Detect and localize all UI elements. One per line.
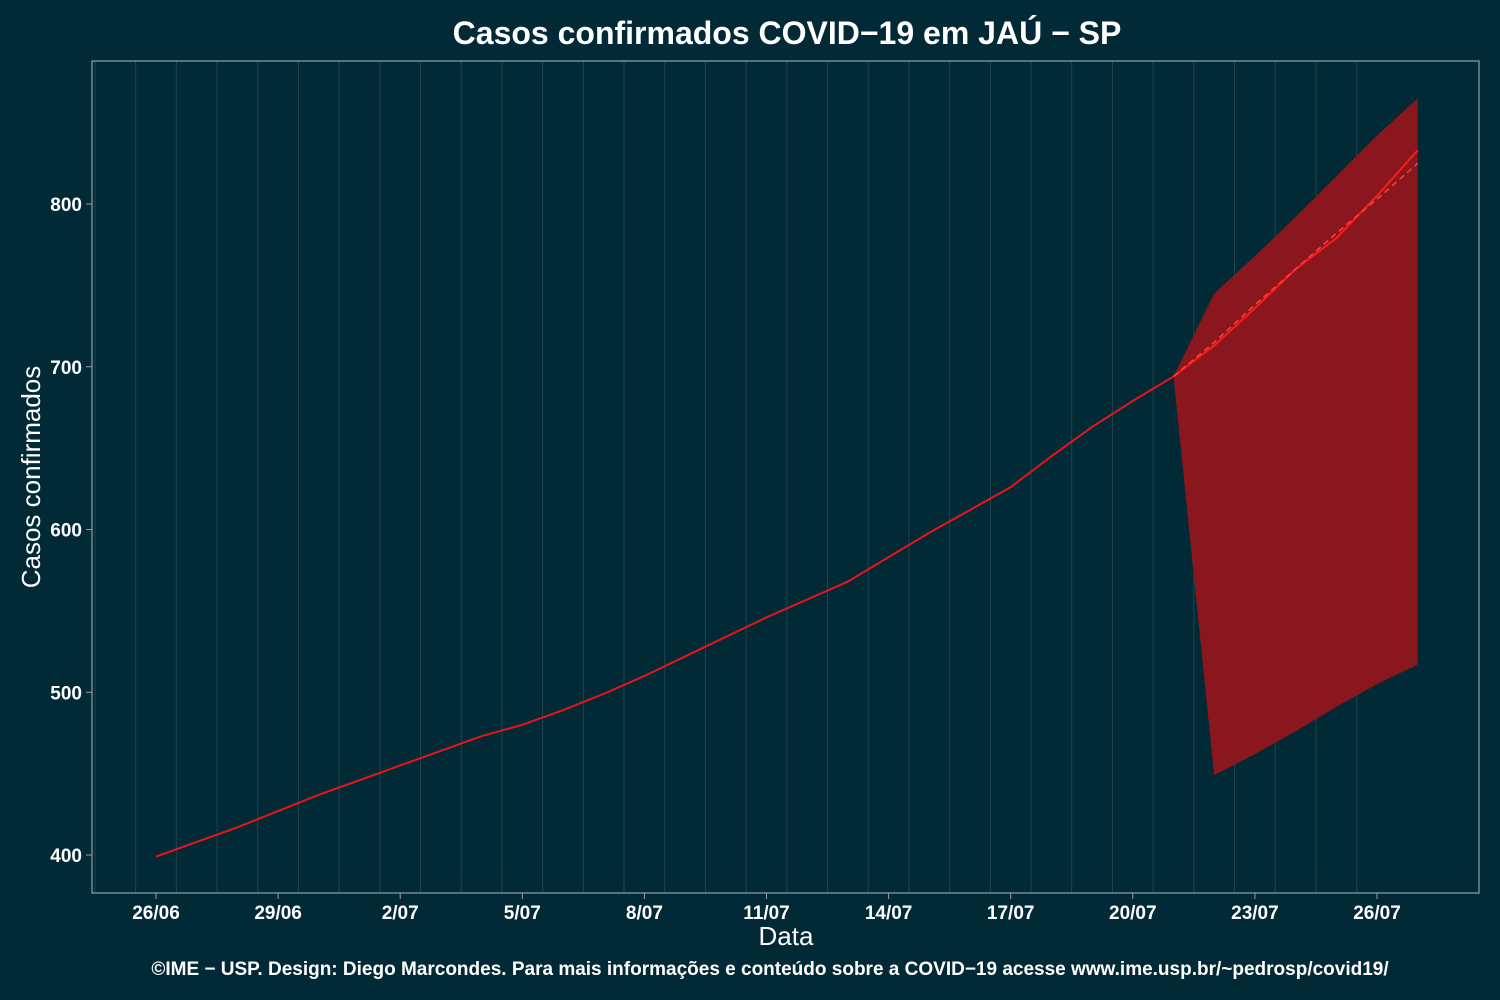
y-tick-label: 800 bbox=[50, 195, 82, 216]
forecast-dashed-line bbox=[1173, 162, 1419, 378]
chart-title: Casos confirmados COVID−19 em JAÚ − SP bbox=[453, 15, 1122, 51]
y-tick-label: 500 bbox=[50, 683, 82, 704]
plot-frame bbox=[91, 60, 1480, 894]
x-tick-label: 17/07 bbox=[987, 903, 1035, 924]
x-tick-label: 26/07 bbox=[1353, 903, 1401, 924]
x-axis-ticks: 26/06 29/06 2/07 5/07 8/07 11/07 14/07 17/07 20/… bbox=[132, 893, 1401, 924]
x-tick-label: 29/06 bbox=[254, 903, 302, 924]
confidence-band bbox=[1173, 98, 1418, 776]
x-tick-label: 20/07 bbox=[1109, 903, 1157, 924]
x-tick-label: 11/07 bbox=[743, 903, 790, 924]
credit-line: ©IME − USP. Design: Diego Marcondes. Par… bbox=[151, 959, 1389, 980]
grid-lines bbox=[94, 61, 1358, 893]
x-tick-label: 8/07 bbox=[626, 903, 663, 924]
y-axis-title: Casos confirmados bbox=[16, 366, 46, 589]
x-tick-label: 5/07 bbox=[504, 903, 541, 924]
x-tick-label: 14/07 bbox=[865, 903, 913, 924]
plot-panel bbox=[91, 60, 1480, 894]
x-tick-label: 2/07 bbox=[382, 903, 419, 924]
observed-line bbox=[155, 375, 1175, 858]
x-tick-label: 26/06 bbox=[132, 903, 180, 924]
y-axis-ticks: 400 500 600 700 800 bbox=[50, 195, 92, 867]
y-tick-label: 700 bbox=[50, 358, 82, 379]
y-tick-label: 400 bbox=[50, 846, 82, 867]
x-tick-label: 23/07 bbox=[1231, 903, 1279, 924]
x-axis-title: Data bbox=[759, 921, 814, 951]
y-tick-label: 600 bbox=[50, 521, 82, 542]
